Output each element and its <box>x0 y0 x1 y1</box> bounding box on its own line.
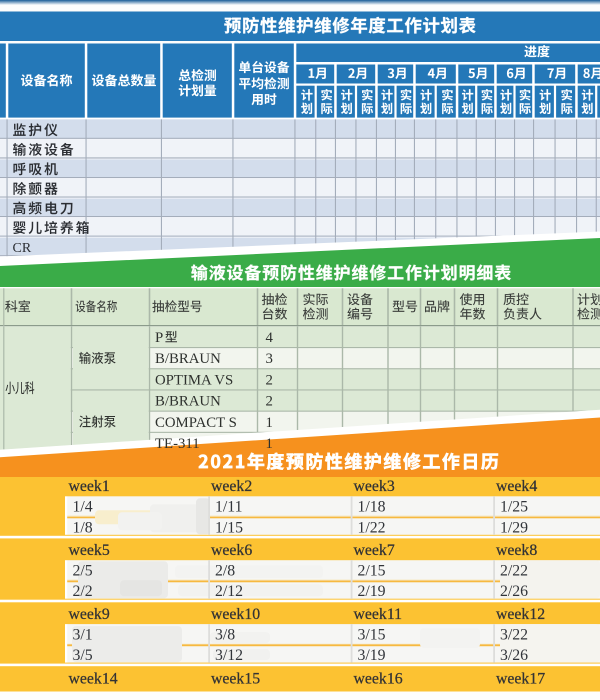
svg-text:1: 1 <box>266 415 273 431</box>
svg-text:week4: week4 <box>496 478 537 495</box>
svg-text:1/4: 1/4 <box>73 499 93 516</box>
svg-text:2/19: 2/19 <box>358 583 386 600</box>
svg-text:1/29: 1/29 <box>500 519 528 536</box>
svg-text:2/8: 2/8 <box>215 562 235 579</box>
svg-text:3/26: 3/26 <box>500 647 528 664</box>
svg-text:3/22: 3/22 <box>500 626 528 643</box>
svg-text:3: 3 <box>266 351 273 367</box>
svg-text:week8: week8 <box>496 542 537 559</box>
svg-text:2/26: 2/26 <box>500 583 528 600</box>
svg-text:2/22: 2/22 <box>500 562 528 579</box>
svg-text:3/15: 3/15 <box>358 626 386 643</box>
svg-text:3/5: 3/5 <box>73 647 93 664</box>
svg-text:2: 2 <box>266 394 273 410</box>
svg-text:week9: week9 <box>69 606 110 623</box>
svg-text:CR: CR <box>13 241 32 256</box>
svg-text:1/18: 1/18 <box>358 499 386 516</box>
svg-text:week6: week6 <box>211 542 252 559</box>
svg-text:P: P <box>155 330 163 346</box>
svg-text:week10: week10 <box>211 606 260 623</box>
svg-text:2/5: 2/5 <box>73 562 93 579</box>
svg-text:week16: week16 <box>354 670 403 687</box>
svg-text:3/1: 3/1 <box>73 626 93 643</box>
svg-text:1/25: 1/25 <box>500 499 528 516</box>
svg-text:week2: week2 <box>211 478 252 495</box>
svg-text:1: 1 <box>266 436 273 452</box>
svg-text:1/22: 1/22 <box>358 519 386 536</box>
svg-text:week3: week3 <box>354 478 395 495</box>
svg-text:OPTIMA VS: OPTIMA VS <box>155 372 233 388</box>
svg-text:3/12: 3/12 <box>215 647 243 664</box>
svg-text:2/12: 2/12 <box>215 583 243 600</box>
svg-text:4: 4 <box>266 330 274 346</box>
svg-text:COMPACT S: COMPACT S <box>155 415 237 431</box>
svg-text:week17: week17 <box>496 670 545 687</box>
svg-text:1/15: 1/15 <box>215 519 243 536</box>
svg-text:week11: week11 <box>354 606 403 623</box>
svg-text:week1: week1 <box>69 478 110 495</box>
svg-text:B/BRAUN: B/BRAUN <box>155 351 221 367</box>
svg-text:1/8: 1/8 <box>73 519 93 536</box>
svg-text:week14: week14 <box>69 670 118 687</box>
svg-text:B/BRAUN: B/BRAUN <box>155 394 221 410</box>
svg-text:TE-311: TE-311 <box>155 436 200 452</box>
svg-text:week7: week7 <box>354 542 395 559</box>
svg-text:1/11: 1/11 <box>215 499 243 516</box>
svg-text:3/8: 3/8 <box>215 626 235 643</box>
svg-text:week12: week12 <box>496 606 545 623</box>
svg-text:2/2: 2/2 <box>73 583 93 600</box>
svg-text:week15: week15 <box>211 670 260 687</box>
svg-text:3/19: 3/19 <box>358 647 386 664</box>
svg-text:2/15: 2/15 <box>358 562 386 579</box>
svg-text:week5: week5 <box>69 542 110 559</box>
svg-text:2: 2 <box>266 372 273 388</box>
